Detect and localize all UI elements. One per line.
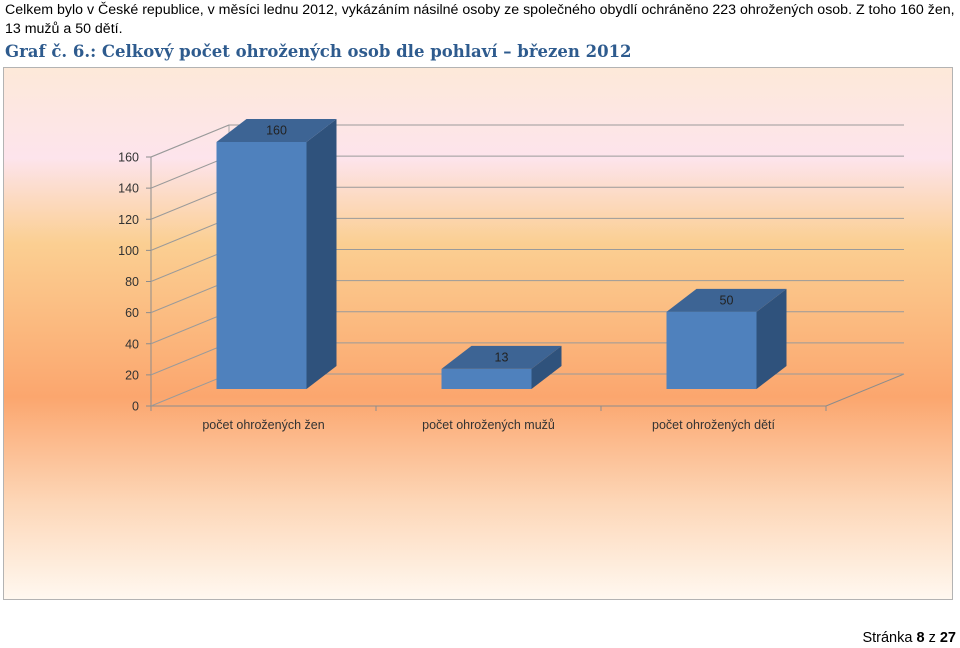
chart-background [4, 68, 952, 599]
data-label: 50 [720, 293, 734, 307]
gridline [150, 124, 904, 158]
bar-top [441, 345, 562, 369]
intro-paragraph: Celkem bylo v České republice, v měsíci … [5, 2, 955, 37]
footer-prefix: Stránka [862, 630, 913, 646]
y-tick-label: 120 [118, 213, 139, 227]
bar-side [306, 119, 337, 389]
footer-page-number: 8 [916, 630, 925, 646]
bar-top [666, 288, 787, 312]
y-tick-label: 80 [125, 275, 139, 289]
footer-separator: z [928, 630, 936, 646]
bar: 160 [216, 119, 337, 389]
y-tick-label: 0 [132, 400, 139, 414]
bar-front [666, 311, 757, 389]
footer-page-total: 27 [939, 630, 956, 646]
y-tick-label: 100 [118, 244, 139, 258]
bar-top [216, 119, 337, 142]
x-category-label: počet ohrožených dětí [652, 418, 776, 432]
floor-right-edge [825, 373, 905, 407]
data-label: 13 [495, 350, 509, 364]
y-tick-label: 140 [118, 182, 139, 196]
bar-front [441, 368, 532, 389]
x-category-label: počet ohrožených žen [202, 418, 324, 432]
y-tick-label: 20 [125, 368, 139, 382]
y-tick-label: 40 [125, 337, 139, 351]
chart-caption: Graf č. 6.: Celkový počet ohrožených oso… [5, 42, 632, 61]
y-tick-label: 160 [118, 151, 139, 165]
page-footer: Stránka 8 z 27 [862, 630, 956, 646]
bar-chart: 0 20 40 60 80 100 120 140 160 160 13 50 počet ohro… [4, 68, 952, 599]
bar: 50 [666, 288, 787, 389]
bar-front [216, 142, 307, 389]
bar: 13 [441, 345, 562, 389]
bar-side [756, 288, 787, 389]
bar-side [531, 345, 562, 389]
data-label: 160 [266, 124, 287, 138]
x-category-label: počet ohrožených mužů [422, 418, 555, 432]
chart-area: 0 20 40 60 80 100 120 140 160 160 13 50 počet ohro… [3, 67, 953, 600]
y-tick-label: 60 [125, 306, 139, 320]
